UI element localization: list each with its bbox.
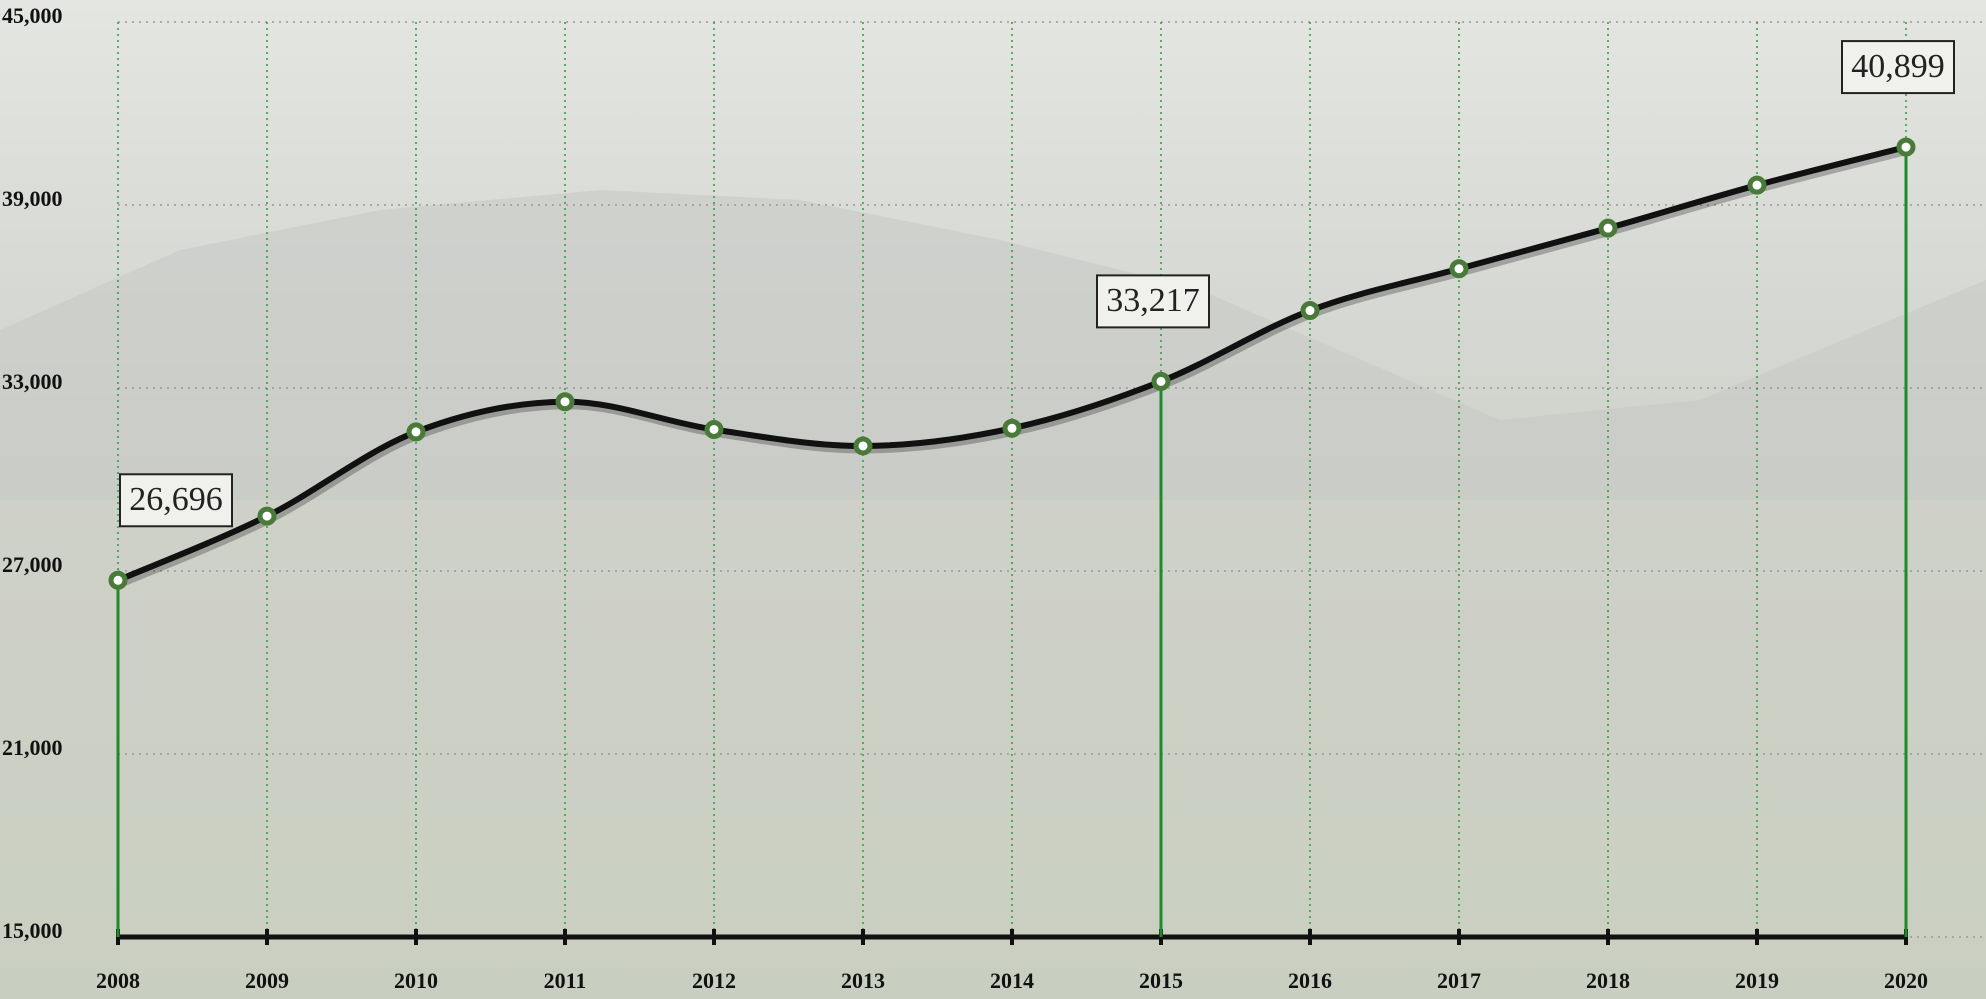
x-tick-label: 2019	[1735, 968, 1779, 993]
value-label-box	[1841, 40, 1955, 95]
marker	[1449, 259, 1469, 279]
marker	[406, 422, 426, 442]
marker	[1747, 175, 1767, 195]
x-tick-label: 2011	[544, 968, 587, 993]
value-label-box	[1096, 274, 1210, 329]
value-label: 40,899	[1851, 48, 1945, 85]
x-tick-label: 2012	[692, 968, 736, 993]
y-tick-label: 33,000	[2, 369, 63, 394]
x-tick-label: 2009	[245, 968, 289, 993]
marker	[257, 506, 277, 526]
marker	[1151, 371, 1171, 391]
marker	[108, 570, 128, 590]
marker	[555, 392, 575, 412]
x-tick-label: 2014	[990, 968, 1034, 993]
x-tick-label: 2020	[1884, 968, 1928, 993]
marker	[704, 419, 724, 439]
x-tick-label: 2013	[841, 968, 885, 993]
y-tick-label: 15,000	[2, 918, 63, 943]
x-tick-label: 2008	[96, 968, 140, 993]
y-tick-label: 45,000	[2, 3, 63, 28]
x-tick-label: 2010	[394, 968, 438, 993]
value-label: 33,217	[1106, 282, 1200, 319]
value-label-box	[119, 473, 233, 528]
marker	[853, 436, 873, 456]
y-tick-label: 27,000	[2, 552, 63, 577]
x-tick-label: 2015	[1139, 968, 1183, 993]
marker	[1300, 301, 1320, 321]
value-label: 26,696	[129, 481, 223, 518]
marker	[1896, 137, 1916, 157]
marker	[1002, 418, 1022, 438]
x-tick-label: 2017	[1437, 968, 1481, 993]
y-tick-label: 39,000	[2, 186, 63, 211]
x-tick-label: 2016	[1288, 968, 1332, 993]
mountains	[0, 190, 1986, 500]
x-tick-label: 2018	[1586, 968, 1630, 993]
marker	[1598, 218, 1618, 238]
y-tick-label: 21,000	[2, 735, 63, 760]
